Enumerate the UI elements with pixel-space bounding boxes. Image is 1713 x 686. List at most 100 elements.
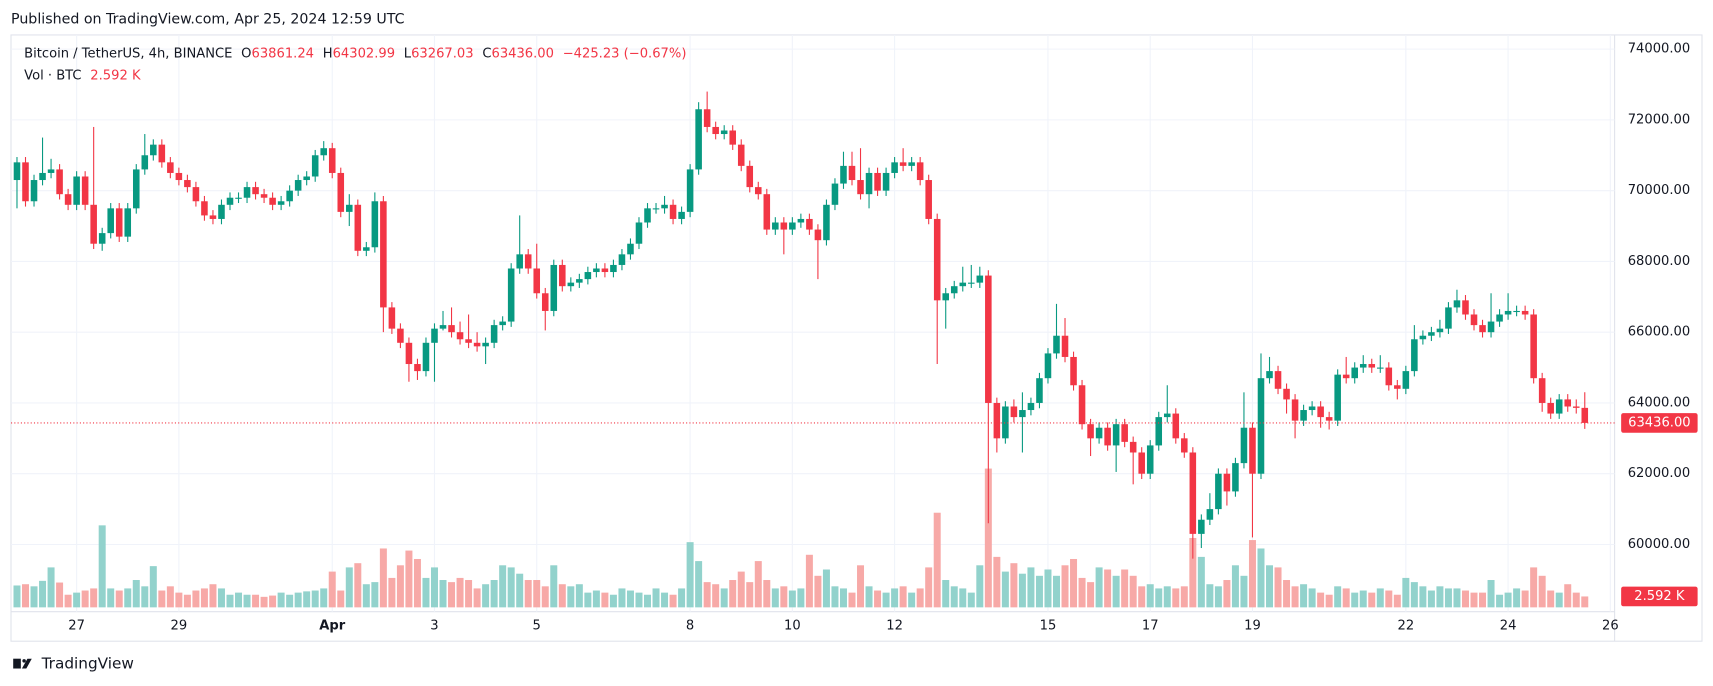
candle-body xyxy=(1172,413,1180,439)
candle-body xyxy=(635,222,643,244)
volume-title: Vol · BTC xyxy=(24,68,81,83)
volume-bar xyxy=(678,588,686,608)
volume-bar xyxy=(294,592,302,608)
volume-bar xyxy=(865,586,873,608)
close-prefix: C xyxy=(482,46,491,61)
volume-bar xyxy=(507,567,515,608)
volume-bar xyxy=(39,580,47,608)
candle-body xyxy=(1342,374,1350,379)
volume-bar xyxy=(805,554,813,608)
volume-bar xyxy=(1129,575,1137,608)
volume-bar xyxy=(1052,575,1060,608)
volume-bar xyxy=(1095,567,1103,608)
candle-body xyxy=(1155,417,1163,446)
candle-body xyxy=(925,180,932,219)
volume-bar xyxy=(439,580,447,608)
candle-body xyxy=(1266,371,1273,379)
candle-body xyxy=(64,194,72,205)
candle-body xyxy=(1300,410,1307,421)
published-note: Published on TradingView.com, Apr 25, 20… xyxy=(11,12,405,28)
candle-body xyxy=(1257,378,1265,474)
candle-body xyxy=(1504,310,1512,315)
x-tick-label: 15 xyxy=(1040,618,1057,633)
last-price-tag xyxy=(1621,413,1698,433)
candle-body xyxy=(1095,427,1103,439)
volume-bar xyxy=(1385,590,1393,608)
candle-body xyxy=(30,180,38,202)
volume-bar xyxy=(1342,588,1350,608)
candle-body xyxy=(1232,463,1239,492)
volume-bar xyxy=(1044,569,1052,608)
volume-bar xyxy=(848,592,856,608)
volume-bar xyxy=(490,580,498,608)
volume-bar xyxy=(959,588,967,608)
candle-body xyxy=(431,328,438,343)
volume-bar xyxy=(1061,565,1069,608)
candle-body xyxy=(627,243,634,255)
volume-bar xyxy=(1146,584,1154,608)
candle-body xyxy=(1206,509,1214,520)
volume-bar xyxy=(47,567,55,608)
volume-bar xyxy=(1001,571,1009,608)
candle-body xyxy=(754,187,762,195)
volume-bar xyxy=(1300,584,1308,608)
candle-body xyxy=(1513,310,1520,313)
volume-bar xyxy=(1427,590,1435,608)
candle-body xyxy=(1053,335,1060,354)
candle-body xyxy=(1411,339,1418,372)
candle-body xyxy=(985,275,992,403)
volume-bar xyxy=(1172,588,1180,608)
volume-bar xyxy=(771,588,779,608)
x-tick-label: 22 xyxy=(1398,618,1415,633)
open-value: 63861.24 xyxy=(252,46,314,61)
candle-body xyxy=(422,342,430,372)
volume-bar xyxy=(1291,586,1299,608)
candle-body xyxy=(209,215,217,219)
volume-bar xyxy=(396,565,404,608)
volume-bar xyxy=(950,586,958,608)
volume-bar xyxy=(354,563,362,608)
candle-body xyxy=(73,176,80,205)
volume-bar xyxy=(124,588,132,608)
volume-bar xyxy=(1453,588,1461,608)
volume-bar xyxy=(1513,588,1521,608)
candle-body xyxy=(167,162,174,173)
candle-body xyxy=(806,218,813,230)
volume-bar xyxy=(609,594,617,608)
candle-body xyxy=(150,144,157,156)
volume-bar xyxy=(601,592,609,608)
brand-name: TradingView xyxy=(41,655,134,673)
candle-body xyxy=(81,176,89,205)
y-tick-label: 62000.00 xyxy=(1628,466,1690,481)
volume-bar xyxy=(149,566,157,608)
volume-bar xyxy=(874,590,882,608)
volume-bar xyxy=(1479,592,1487,608)
candle-body xyxy=(1129,441,1137,453)
candle-body xyxy=(1002,406,1009,439)
last-price-label: 63436.00 xyxy=(1628,415,1690,430)
y-tick-label: 60000.00 xyxy=(1628,537,1690,552)
candle-body xyxy=(107,208,114,234)
candle-body xyxy=(456,332,464,340)
candle-body xyxy=(1283,388,1290,400)
volume-bar xyxy=(1266,565,1274,608)
candle-body xyxy=(499,321,506,326)
candle-body xyxy=(1308,406,1316,411)
legend-line: Bitcoin / TetherUS, 4h, BINANCE O63861.24… xyxy=(24,46,686,61)
candle-body xyxy=(1581,407,1589,423)
candle-body xyxy=(1087,424,1094,439)
volume-bar xyxy=(1564,584,1572,608)
candle-body xyxy=(644,208,651,223)
high-value: 64302.99 xyxy=(333,46,395,61)
volume-bar xyxy=(1317,592,1325,608)
candle-body xyxy=(1530,314,1537,379)
volume-bar xyxy=(1410,582,1418,608)
volume-bar xyxy=(226,594,234,608)
volume-bar xyxy=(1010,563,1018,608)
volume-bar xyxy=(183,594,191,608)
volume-bar xyxy=(1283,580,1291,608)
candle-body xyxy=(482,342,489,347)
candle-body xyxy=(729,130,736,145)
volume-bar xyxy=(933,512,941,608)
